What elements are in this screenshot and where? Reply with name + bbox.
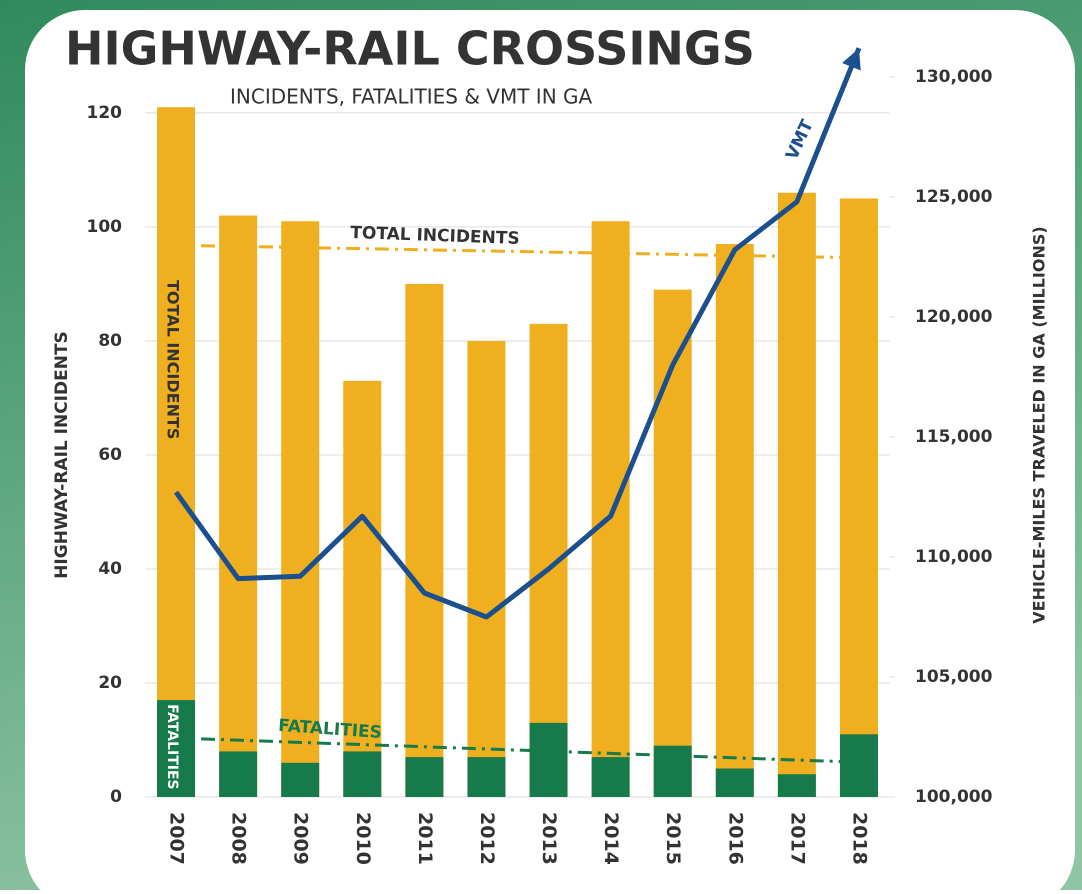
bar (343, 380, 382, 797)
bar (405, 283, 444, 797)
y2-tick-label: 125,000 (915, 187, 993, 207)
bar (529, 722, 568, 797)
bar (715, 244, 754, 797)
bar (839, 198, 878, 797)
y-tick-label: 100 (87, 217, 123, 237)
y2-tick-label: 100,000 (915, 787, 993, 807)
bar (157, 107, 196, 798)
trendline (200, 737, 860, 764)
x-tick-label: 2013 (538, 812, 560, 865)
y-tick-label: 60 (98, 445, 122, 465)
trendline (201, 244, 859, 260)
y2-axis-title: VEHICLE-MILES TRAVELED IN GA (MILLIONS) (1030, 226, 1049, 623)
bar (157, 700, 196, 797)
bar (467, 757, 506, 797)
chart-title: HIGHWAY-RAIL CROSSINGS (65, 22, 755, 76)
legend-label: FATALITIES (164, 704, 180, 790)
x-tick-label: 2018 (848, 812, 870, 865)
x-tick-label: 2009 (290, 812, 312, 865)
bar (653, 289, 692, 797)
x-tick-label: 2012 (476, 812, 498, 865)
y2-tick-label: 110,000 (915, 547, 993, 567)
bar (281, 221, 320, 797)
arrow-head (842, 48, 861, 71)
bar (219, 215, 258, 797)
y2-tick-label: 115,000 (915, 427, 993, 447)
y-tick-label: 120 (87, 103, 123, 123)
bar (777, 192, 816, 797)
x-tick-label: 2015 (662, 812, 684, 865)
x-tick-label: 2010 (352, 812, 374, 865)
bar (343, 751, 382, 797)
chart-subtitle: INCIDENTS, FATALITIES & VMT IN GA (230, 85, 593, 109)
line (174, 47, 862, 620)
y-tick-label: 40 (98, 559, 122, 579)
x-tick-label: 2016 (724, 812, 746, 865)
bar (653, 745, 692, 797)
y2-tick-label: 105,000 (915, 667, 993, 687)
bar (839, 734, 878, 797)
bar (591, 757, 630, 797)
x-tick-label: 2007 (166, 812, 188, 865)
y2-tick-label: 130,000 (915, 67, 993, 87)
y-tick-label: 80 (98, 331, 122, 351)
bar (715, 768, 754, 797)
x-tick-label: 2008 (228, 812, 250, 865)
y-tick-label: 20 (98, 673, 122, 693)
bar (219, 751, 258, 797)
y-axis-title: HIGHWAY-RAIL INCIDENTS (52, 331, 72, 579)
bar (405, 757, 444, 797)
bar (467, 340, 506, 797)
bar (281, 762, 320, 797)
x-tick-label: 2014 (600, 812, 622, 865)
bar (591, 221, 630, 797)
y2-tick-label: 120,000 (915, 307, 993, 327)
x-tick-label: 2017 (786, 812, 808, 865)
legend-label: TOTAL INCIDENTS (164, 280, 183, 439)
y-tick-label: 0 (110, 787, 122, 807)
x-tick-label: 2011 (414, 812, 436, 865)
bar (777, 774, 816, 797)
